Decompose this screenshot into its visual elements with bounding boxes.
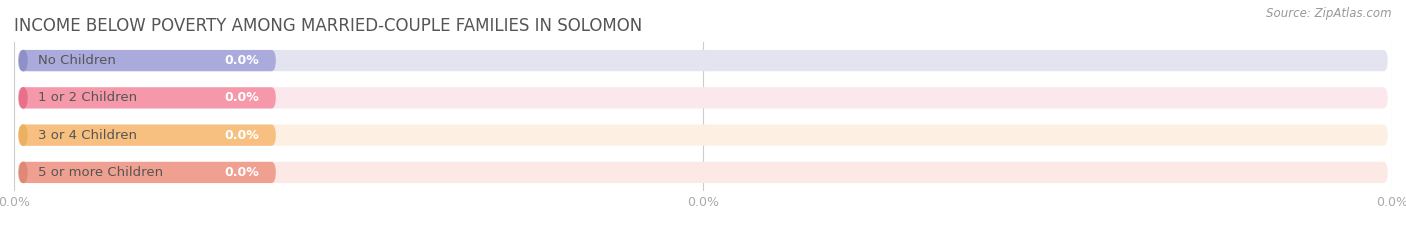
Circle shape: [20, 125, 27, 145]
FancyBboxPatch shape: [21, 126, 231, 145]
FancyBboxPatch shape: [18, 87, 1388, 109]
FancyBboxPatch shape: [21, 51, 231, 70]
Text: INCOME BELOW POVERTY AMONG MARRIED-COUPLE FAMILIES IN SOLOMON: INCOME BELOW POVERTY AMONG MARRIED-COUPL…: [14, 17, 643, 35]
FancyBboxPatch shape: [18, 50, 276, 71]
FancyBboxPatch shape: [21, 88, 231, 107]
Text: 0.0%: 0.0%: [225, 54, 259, 67]
FancyBboxPatch shape: [18, 50, 1388, 71]
Circle shape: [20, 51, 27, 71]
FancyBboxPatch shape: [18, 87, 276, 109]
FancyBboxPatch shape: [21, 163, 231, 182]
FancyBboxPatch shape: [18, 124, 276, 146]
Text: 0.0%: 0.0%: [225, 166, 259, 179]
Text: 0.0%: 0.0%: [225, 129, 259, 142]
Text: No Children: No Children: [38, 54, 115, 67]
Circle shape: [20, 162, 27, 182]
FancyBboxPatch shape: [18, 162, 1388, 183]
FancyBboxPatch shape: [18, 124, 1388, 146]
Text: 1 or 2 Children: 1 or 2 Children: [38, 91, 138, 104]
FancyBboxPatch shape: [18, 162, 276, 183]
Text: 3 or 4 Children: 3 or 4 Children: [38, 129, 136, 142]
Text: 0.0%: 0.0%: [225, 91, 259, 104]
Circle shape: [20, 88, 27, 108]
Text: 5 or more Children: 5 or more Children: [38, 166, 163, 179]
Text: Source: ZipAtlas.com: Source: ZipAtlas.com: [1267, 7, 1392, 20]
